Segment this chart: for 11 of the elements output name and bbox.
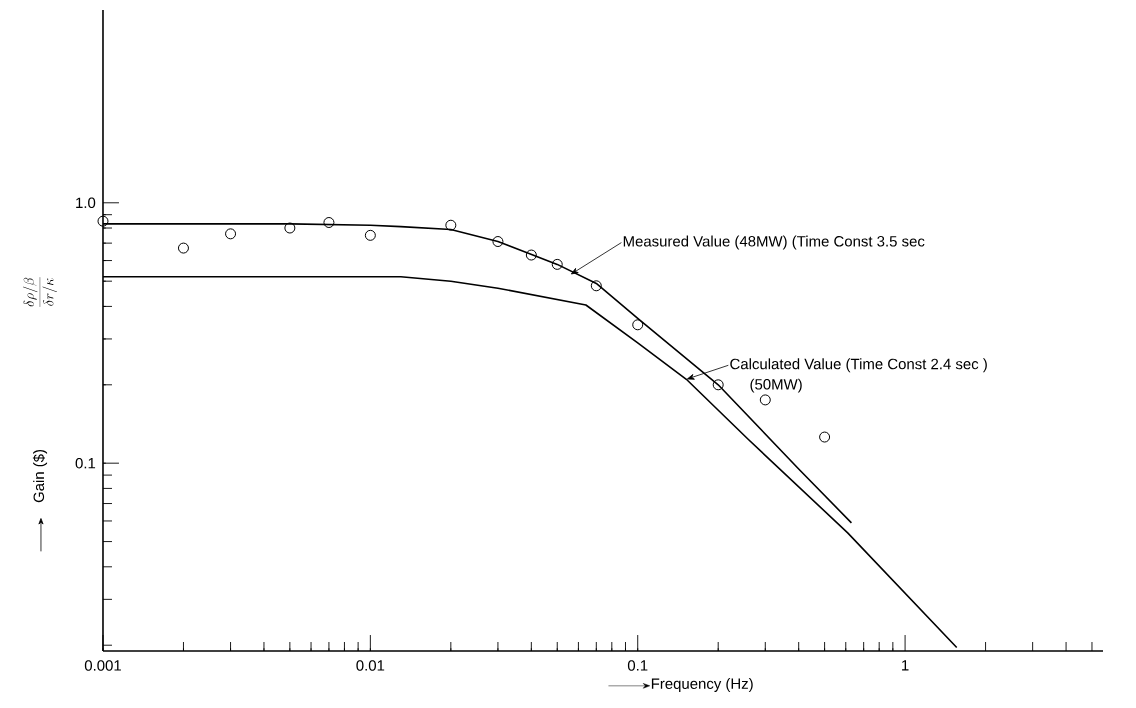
annotation: (50MW) [750, 378, 802, 393]
x-tick-label: 0.01 [356, 660, 385, 671]
annotation: Calculated Value (Time Const 2.4 sec ) [730, 358, 987, 373]
y-axis-title: Gain ($) [32, 449, 48, 503]
x-tick-label: 0.1 [627, 660, 648, 671]
text: $\frac{\delta\rho/\beta}{\delta r/\kappa}$ [23, 277, 57, 307]
x-tick-label: 0.001 [84, 660, 121, 671]
y-tick-label: 1.0 [76, 197, 96, 209]
x-axis-title: Frequency (Hz) [651, 678, 753, 692]
annotation: Measured Value (48MW) (Time Const 3.5 sec [623, 235, 925, 250]
x-tick-label: 1 [902, 660, 909, 671]
